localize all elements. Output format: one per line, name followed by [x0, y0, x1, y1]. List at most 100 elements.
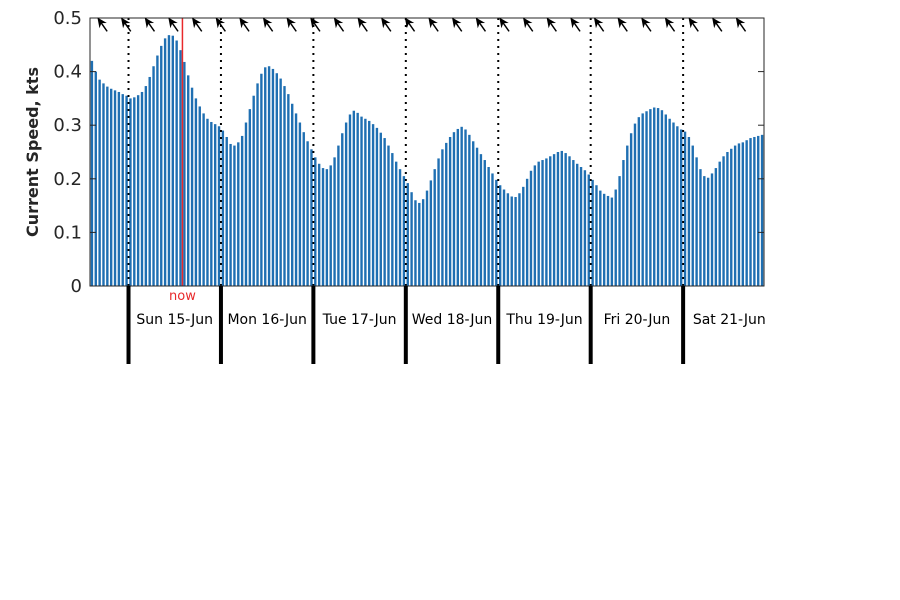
- bar: [368, 120, 371, 286]
- bar: [379, 132, 382, 286]
- arrow-head: [499, 17, 509, 29]
- arrow-head: [452, 17, 462, 29]
- direction-arrow: [452, 17, 463, 32]
- bar: [337, 145, 340, 286]
- bar: [502, 189, 506, 286]
- arrow-head: [357, 17, 367, 29]
- bar: [472, 141, 475, 286]
- bar: [98, 79, 101, 286]
- bar: [133, 97, 136, 286]
- bar: [206, 118, 209, 287]
- bar: [229, 143, 232, 286]
- bar: [221, 130, 225, 286]
- bar: [525, 178, 529, 286]
- bar: [202, 113, 205, 286]
- bar: [179, 50, 182, 286]
- day-label: Sat 21-Jun: [693, 312, 766, 328]
- direction-arrow: [546, 17, 557, 32]
- bar: [433, 169, 436, 286]
- arrow-head: [712, 17, 722, 29]
- direction-arrow: [735, 17, 747, 32]
- bar: [171, 35, 174, 286]
- bar: [699, 169, 702, 286]
- bar: [737, 143, 741, 286]
- bar: [645, 111, 648, 286]
- bar: [125, 95, 128, 286]
- direction-arrow: [428, 17, 439, 32]
- bar: [637, 117, 641, 286]
- bar: [445, 142, 448, 286]
- bar: [183, 61, 186, 287]
- y-tick-label: 0.5: [53, 8, 82, 29]
- direction-arrow: [688, 17, 699, 32]
- arrow-head: [144, 17, 155, 29]
- direction-arrow: [523, 17, 534, 32]
- bar: [310, 149, 313, 286]
- bar: [672, 122, 675, 287]
- bar: [683, 131, 687, 286]
- bar: [333, 157, 336, 286]
- bar: [190, 87, 194, 287]
- bar: [599, 190, 602, 286]
- arrow-head: [404, 17, 415, 29]
- bar: [160, 45, 163, 287]
- bar: [425, 190, 429, 286]
- bar: [348, 114, 352, 286]
- bar: [510, 196, 513, 286]
- day-label: Sun 15-Jun: [136, 312, 213, 328]
- bar: [90, 60, 94, 286]
- direction-arrow: [570, 17, 581, 32]
- bar: [410, 192, 413, 286]
- bar: [329, 165, 332, 286]
- day-divider-lines: [127, 18, 685, 286]
- bar: [614, 189, 617, 286]
- arrow-head: [168, 17, 178, 29]
- bar: [568, 156, 571, 286]
- bar: [656, 108, 660, 286]
- bar: [356, 112, 359, 287]
- direction-arrow: [262, 17, 274, 32]
- day-label: Mon 16-Jun: [227, 312, 307, 328]
- bar: [610, 197, 614, 286]
- arrow-head: [215, 17, 226, 29]
- bar: [163, 38, 167, 287]
- bar: [483, 160, 486, 286]
- bar: [252, 95, 255, 286]
- bar: [248, 109, 252, 287]
- bar: [279, 78, 282, 286]
- bar: [560, 150, 563, 286]
- day-label: Tue 17-Jun: [322, 312, 397, 328]
- bar: [344, 122, 348, 287]
- bar: [533, 165, 537, 286]
- arrow-head: [664, 17, 675, 29]
- now-label: now: [169, 289, 196, 304]
- y-tick-label: 0.1: [53, 222, 82, 243]
- bar: [175, 40, 178, 287]
- bar: [325, 169, 329, 286]
- bar: [136, 95, 140, 287]
- bar: [287, 94, 290, 286]
- arrow-head: [262, 17, 273, 29]
- bar: [414, 200, 417, 286]
- bar: [371, 124, 375, 286]
- bar: [749, 138, 752, 286]
- bar: [402, 176, 406, 286]
- bar: [541, 160, 544, 286]
- bar: [760, 134, 764, 286]
- bar: [298, 122, 302, 287]
- bar: [710, 173, 714, 286]
- bar: [733, 145, 737, 286]
- direction-arrow: [121, 17, 132, 32]
- bar: [537, 161, 540, 286]
- arrow-head: [570, 17, 580, 29]
- bar: [275, 73, 278, 287]
- bar: [498, 185, 502, 286]
- direction-arrow: [192, 17, 203, 32]
- bar: [487, 167, 490, 286]
- bar: [622, 160, 625, 286]
- bar: [745, 140, 748, 286]
- bar: [579, 167, 583, 286]
- bar: [360, 116, 363, 287]
- bar: [240, 135, 244, 286]
- bar: [418, 202, 421, 286]
